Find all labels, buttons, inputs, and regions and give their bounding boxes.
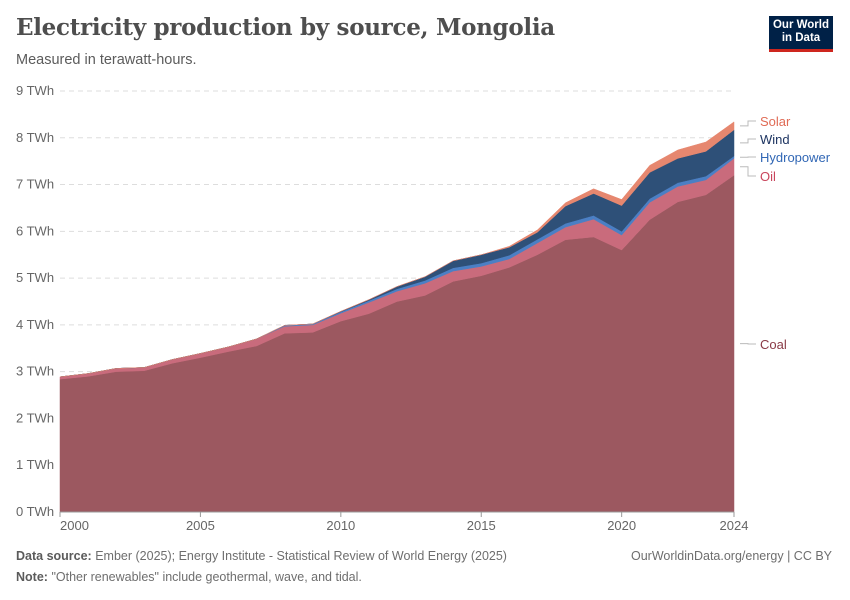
y-tick-label: 1 TWh — [16, 457, 54, 472]
series-label-solar: Solar — [760, 114, 791, 129]
y-tick-label: 8 TWh — [16, 130, 54, 145]
y-tick-label: 2 TWh — [16, 410, 54, 425]
area-solar — [59, 121, 735, 378]
owid-logo[interactable]: Our World in Data — [769, 16, 833, 52]
x-tick-label: 2010 — [326, 518, 355, 533]
y-tick-label: 7 TWh — [16, 177, 54, 192]
x-tick-label: 2015 — [467, 518, 496, 533]
series-label-hydropower: Hydropower — [760, 150, 831, 165]
data-source: Data source: Ember (2025); Energy Instit… — [16, 549, 507, 563]
y-tick-label: 0 TWh — [16, 504, 54, 519]
chart-title: Electricity production by source, Mongol… — [16, 14, 555, 41]
series-label-wind: Wind — [760, 132, 790, 147]
y-tick-label: 5 TWh — [16, 270, 54, 285]
y-tick-label: 3 TWh — [16, 364, 54, 379]
x-tick-label: 2020 — [607, 518, 636, 533]
y-tick-label: 6 TWh — [16, 223, 54, 238]
x-tick-label: 2005 — [186, 518, 215, 533]
note-text: "Other renewables" include geothermal, w… — [51, 570, 362, 584]
y-tick-label: 4 TWh — [16, 317, 54, 332]
x-tick-label: 2024 — [720, 518, 749, 533]
series-label-coal: Coal — [760, 337, 787, 352]
note-label: Note: — [16, 570, 48, 584]
note: Note: "Other renewables" include geother… — [16, 570, 362, 584]
source-text[interactable]: Ember (2025); Energy Institute - Statist… — [95, 549, 507, 563]
source-label: Data source: — [16, 549, 92, 563]
label-connector — [740, 166, 756, 177]
series-label-oil: Oil — [760, 169, 776, 184]
credit-link[interactable]: OurWorldinData.org/energy | CC BY — [630, 549, 832, 563]
x-tick-label: 2000 — [60, 518, 89, 533]
label-connector — [740, 138, 756, 144]
label-connector — [740, 120, 756, 127]
y-tick-label: 9 TWh — [16, 83, 54, 98]
chart-subtitle: Measured in terawatt-hours. — [16, 52, 197, 68]
